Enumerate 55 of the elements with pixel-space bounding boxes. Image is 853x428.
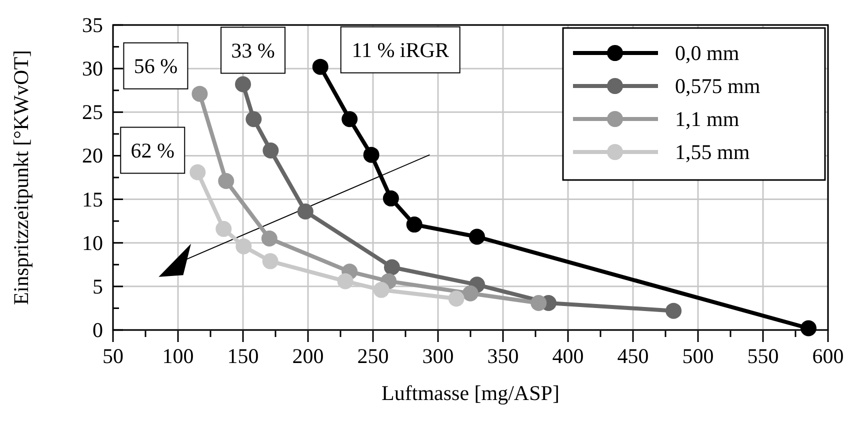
x-tick-label: 400: [552, 344, 584, 368]
y-tick-label: 30: [82, 56, 103, 81]
point: [384, 259, 400, 276]
x-tick-label: 500: [682, 344, 714, 368]
point: [382, 190, 399, 206]
y-tick-label: 10: [82, 230, 103, 255]
point: [373, 282, 390, 298]
point: [246, 111, 262, 128]
y-tick-label: 35: [82, 13, 103, 37]
x-tick-label: 50: [102, 344, 124, 368]
y-tick-label: 0: [92, 318, 103, 342]
legend-label: 1,1 mm: [675, 107, 740, 131]
y-tick-label: 20: [82, 144, 103, 168]
legend-label: 0,575 mm: [675, 74, 760, 98]
legend-label: 1,55 mm: [675, 140, 750, 164]
y-tick-label: 5: [92, 274, 103, 298]
x-tick-label: 250: [357, 344, 389, 368]
point: [337, 273, 354, 290]
y-tick-label: 25: [82, 100, 103, 124]
point: [363, 146, 380, 163]
x-axis-title: Luftmasse [mg/ASP]: [382, 381, 560, 405]
x-tick-label: 150: [227, 344, 259, 368]
x-tick-label: 600: [812, 344, 844, 368]
x-tick-label: 450: [617, 344, 649, 368]
x-tick-label: 100: [162, 344, 194, 368]
annotation: 56 %: [134, 54, 178, 78]
point: [262, 142, 279, 158]
point: [218, 172, 234, 189]
annotation: 62 %: [130, 138, 175, 162]
point: [190, 164, 206, 180]
point: [342, 111, 358, 128]
point: [261, 230, 278, 246]
point: [216, 220, 232, 237]
point: [236, 238, 252, 254]
x-tick-label: 550: [747, 344, 779, 368]
point: [312, 58, 328, 75]
legend-label: 0,0 mm: [675, 41, 740, 65]
point: [469, 228, 485, 245]
point: [448, 290, 464, 307]
point: [666, 302, 682, 319]
y-axis-title: Einspritzzeitpunkt [°KWvOT]: [9, 50, 33, 306]
point: [800, 320, 816, 336]
y-tick-label: 15: [82, 187, 103, 212]
point: [192, 86, 208, 102]
x-tick-label: 200: [292, 344, 324, 368]
point: [297, 203, 314, 220]
annotation: 11 % iRGR: [352, 38, 449, 62]
point: [262, 253, 278, 270]
point: [530, 294, 547, 311]
point: [235, 76, 251, 92]
x-tick-label: 300: [422, 344, 454, 368]
point: [406, 216, 422, 233]
point: [462, 285, 478, 302]
annotation: 33 %: [231, 38, 275, 62]
x-tick-label: 350: [487, 344, 519, 368]
